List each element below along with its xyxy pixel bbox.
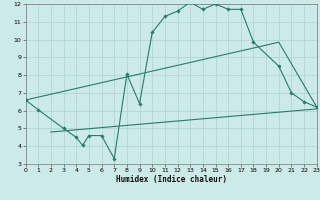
X-axis label: Humidex (Indice chaleur): Humidex (Indice chaleur) (116, 175, 227, 184)
